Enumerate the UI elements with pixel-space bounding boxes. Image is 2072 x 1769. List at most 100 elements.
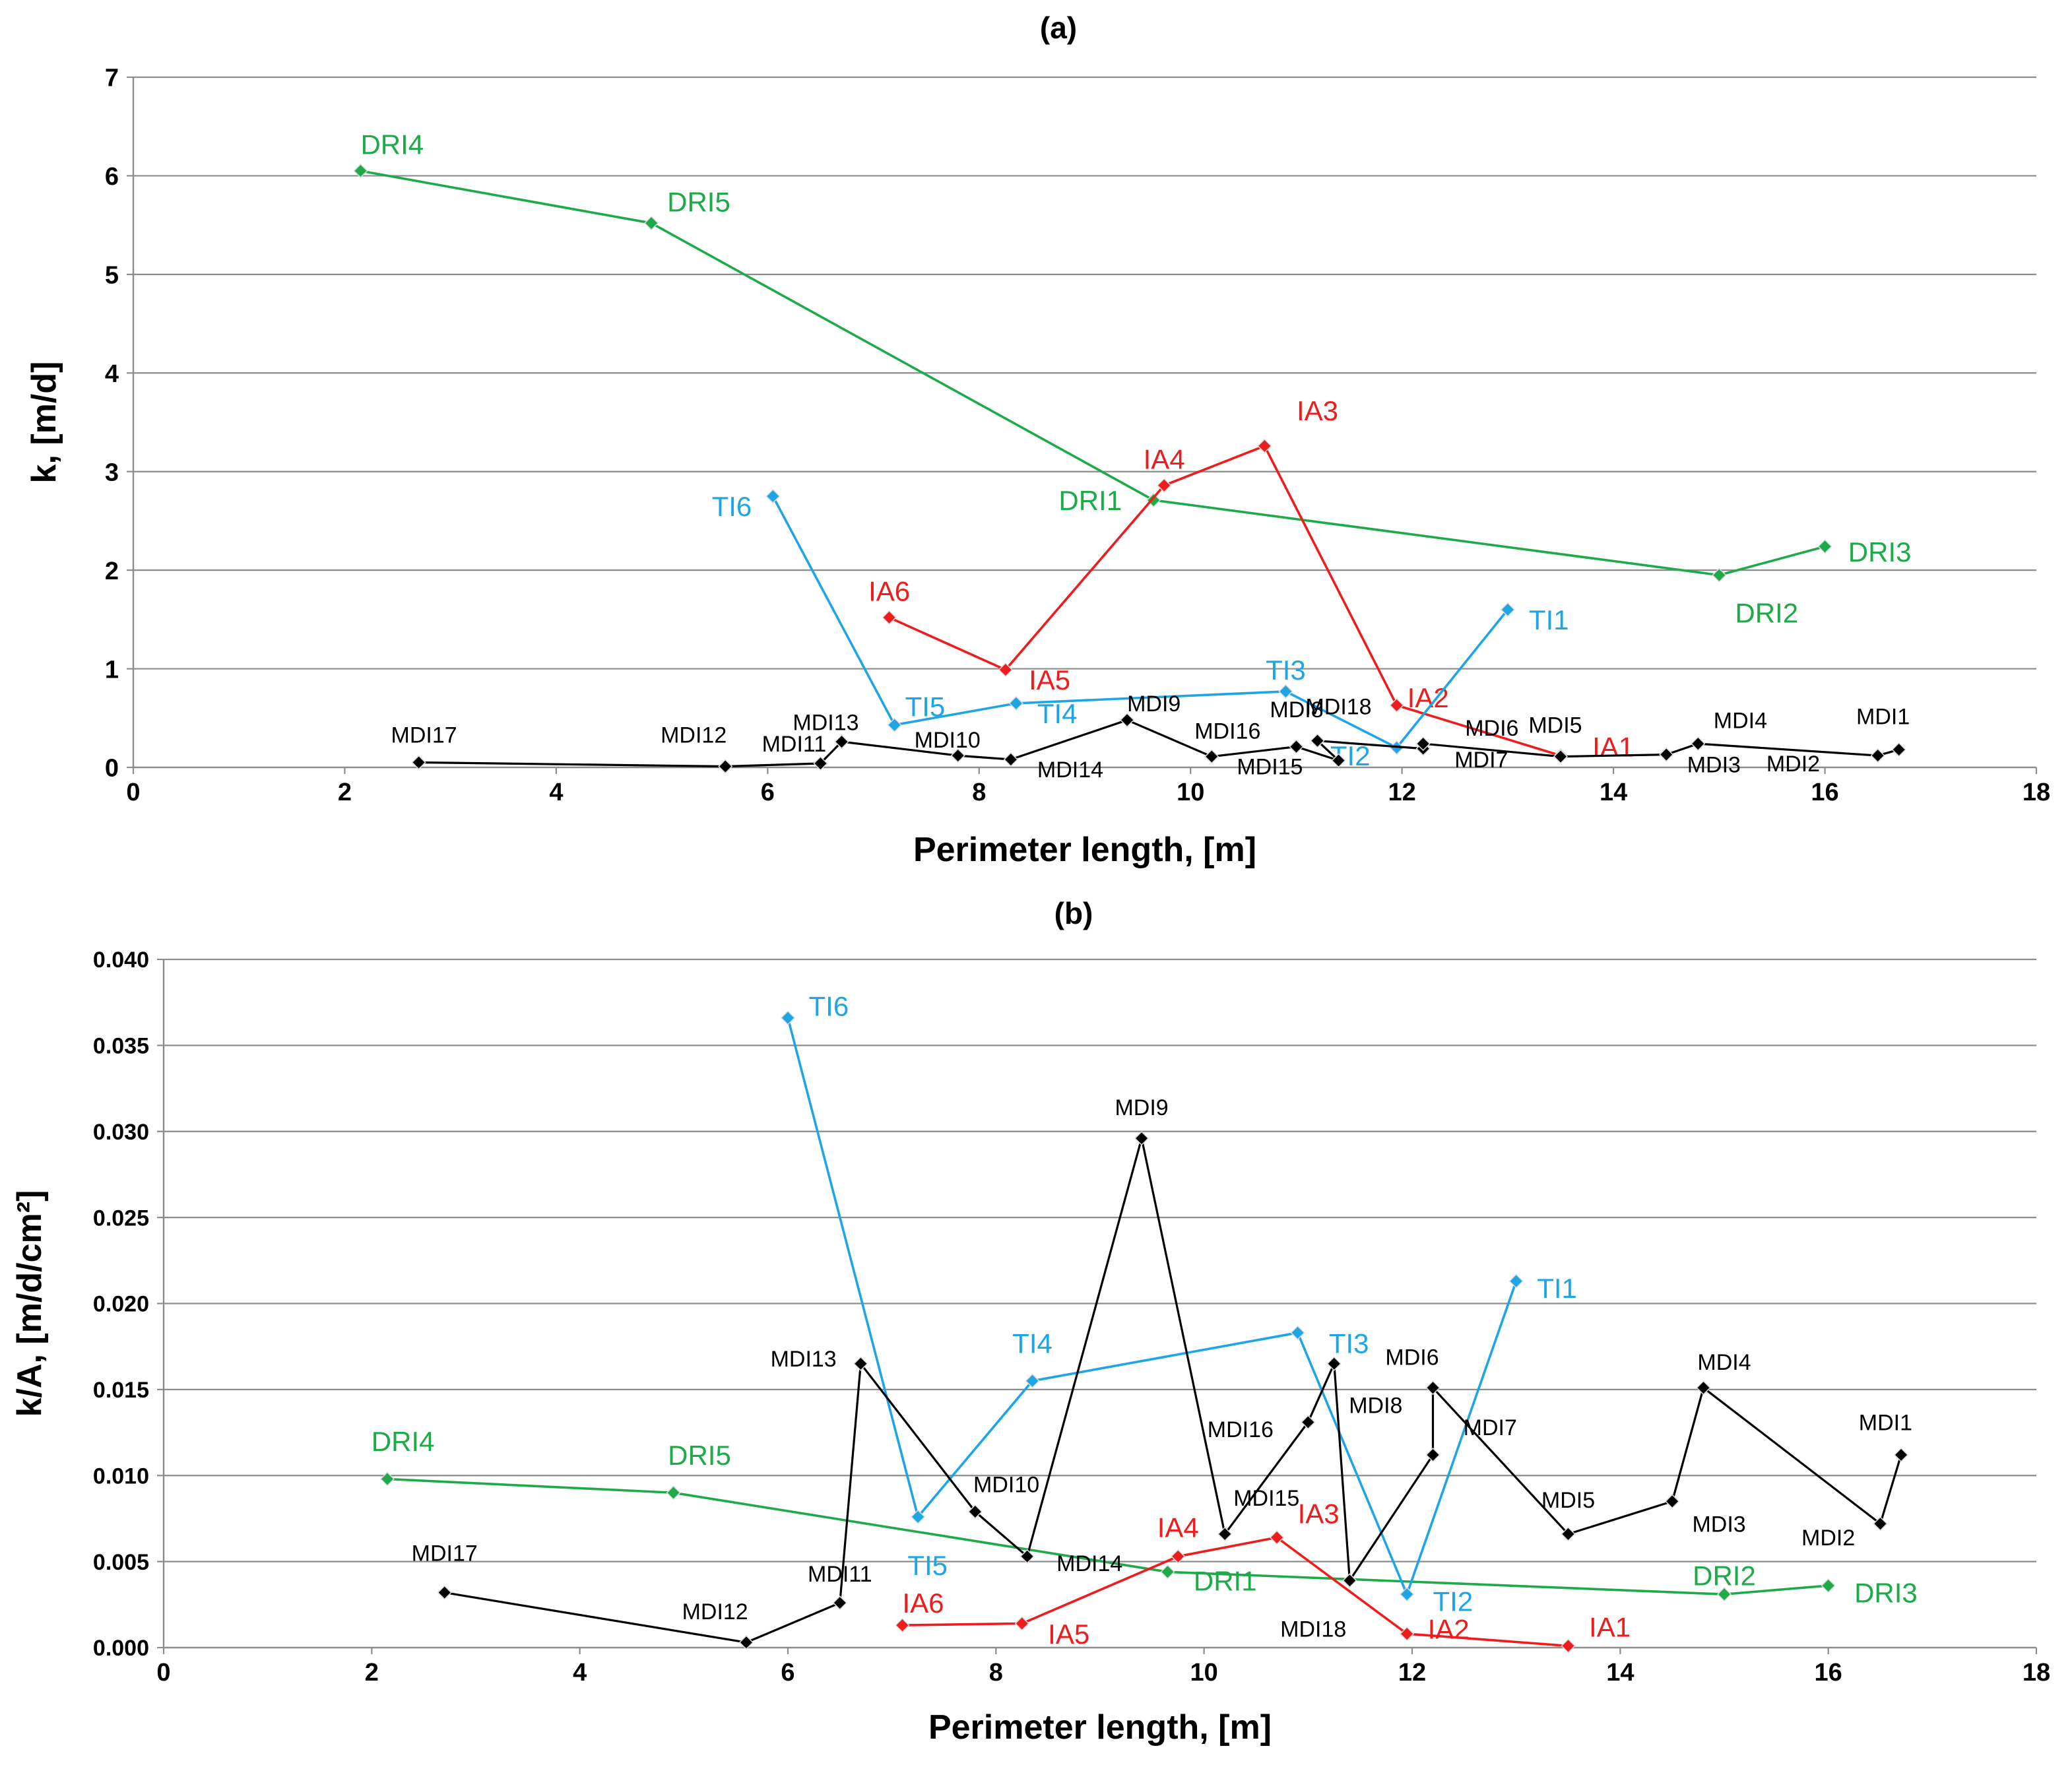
marker-mdi13-b	[853, 1356, 868, 1371]
marker-ia5-b	[1014, 1616, 1029, 1631]
series-line-mdi-b	[444, 1137, 1902, 1644]
point-label-ia6-a: IA6	[868, 576, 910, 607]
point-label-ia3-b: IA3	[1298, 1498, 1340, 1529]
y-tick-label-b-0: 0.000	[93, 1636, 149, 1661]
marker-mdi9-b	[1134, 1131, 1149, 1146]
x-tick-label-b-5: 10	[1190, 1659, 1218, 1687]
point-label-ia5-a: IA5	[1029, 664, 1070, 695]
series-dri-a: DRI4 DRI5 DRI1 DRI2 DRI3	[353, 129, 1912, 628]
point-label-mdi11-b: MDI11	[808, 1562, 872, 1587]
marker-mdi4-b	[1696, 1380, 1711, 1396]
point-label-mdi14-b: MDI14	[1056, 1551, 1122, 1576]
point-label-mdi8-a: MDI8	[1270, 697, 1323, 723]
point-label-mdi5-b: MDI5	[1541, 1488, 1595, 1513]
point-label-mdi12-b: MDI12	[682, 1599, 748, 1624]
marker-mdi13-a	[834, 734, 849, 750]
y-tick-label-a-0: 0	[105, 755, 119, 783]
x-axis-title-b: Perimeter length, [m]	[928, 1708, 1272, 1747]
x-tick-label-a-6: 12	[1388, 779, 1416, 806]
point-label-ia2-b: IA2	[1428, 1613, 1470, 1644]
x-tick-label-a-0: 0	[126, 779, 140, 806]
point-label-mdi4-b: MDI4	[1697, 1350, 1751, 1375]
marker-ia3-a	[1257, 438, 1272, 453]
marker-dri3-a	[1817, 539, 1832, 554]
point-label-mdi13-b: MDI13	[771, 1347, 837, 1372]
x-tick-label-a-1: 2	[338, 779, 352, 806]
x-tick-label-b-9: 18	[2023, 1659, 2050, 1687]
x-tick-label-b-1: 2	[365, 1659, 379, 1687]
point-label-mdi9-b: MDI9	[1115, 1095, 1168, 1120]
marker-mdi4-a	[1691, 736, 1706, 752]
series-line-ti-a	[771, 496, 1509, 749]
y-tick-label-a-6: 6	[105, 163, 119, 191]
point-label-ti6-a: TI6	[712, 491, 752, 522]
point-label-ti3-b: TI3	[1329, 1328, 1369, 1359]
x-tick-label-a-9: 18	[2023, 779, 2050, 806]
y-axis-title-b: k/A, [m/d/cm²]	[11, 1190, 49, 1417]
marker-mdi14-b	[1020, 1549, 1035, 1564]
marker-ia6-b	[895, 1618, 910, 1633]
point-label-dri1-a: DRI1	[1058, 485, 1122, 516]
marker-dri4-b	[379, 1471, 395, 1487]
y-tick-label-a-4: 4	[105, 360, 119, 388]
y-tick-label-b-6: 0.030	[93, 1120, 149, 1145]
y-tick-label-a-1: 1	[105, 656, 119, 684]
marker-mdi11-a	[813, 756, 828, 771]
marker-dri1-b	[1160, 1564, 1175, 1580]
x-tick-label-b-4: 8	[989, 1659, 1003, 1687]
point-label-mdi7-a: MDI7	[1454, 748, 1508, 773]
point-label-dri4-a: DRI4	[360, 129, 424, 160]
marker-mdi15-a	[1331, 753, 1346, 768]
marker-mdi3-b	[1665, 1494, 1680, 1509]
point-label-mdi12-a: MDI12	[661, 723, 727, 748]
x-tick-label-b-0: 0	[156, 1659, 170, 1687]
point-label-dri3-a: DRI3	[1848, 536, 1912, 567]
marker-mdi12-b	[738, 1635, 754, 1650]
point-label-ti4-b: TI4	[1012, 1328, 1052, 1359]
marker-mdi7-b	[1425, 1447, 1441, 1463]
x-tick-label-b-8: 16	[1815, 1659, 1842, 1687]
marker-mdi9-a	[1120, 713, 1135, 728]
point-label-dri5-b: DRI5	[668, 1440, 731, 1471]
point-label-ti5-a: TI5	[905, 691, 946, 722]
marker-mdi14-a	[1003, 752, 1018, 767]
point-label-mdi18-a: MDI18	[1305, 694, 1371, 719]
marker-ti3-a	[1278, 684, 1293, 699]
point-label-mdi10-b: MDI10	[973, 1472, 1039, 1497]
marker-mdi6-b	[1425, 1380, 1441, 1396]
point-label-ti2-b: TI2	[1433, 1586, 1473, 1617]
point-label-ti3-a: TI3	[1266, 655, 1306, 686]
series-ia-b: IA6 IA5 IA4 IA3 IA2 IA1	[895, 1498, 1631, 1654]
marker-mdi17-b	[437, 1585, 452, 1600]
point-label-ti5-b: TI5	[907, 1550, 948, 1581]
marker-mdi18-a	[1310, 733, 1325, 748]
marker-ia4-b	[1171, 1549, 1186, 1564]
marker-ti4-b	[1025, 1373, 1040, 1388]
x-tick-label-b-7: 14	[1606, 1659, 1634, 1687]
marker-ti1-b	[1508, 1273, 1524, 1289]
marker-dri2-a	[1712, 567, 1727, 583]
point-label-ia4-b: IA4	[1157, 1512, 1199, 1543]
point-label-ti4-a: TI4	[1037, 698, 1078, 729]
point-label-mdi3-b: MDI3	[1692, 1512, 1745, 1537]
marker-ti6-b	[780, 1010, 796, 1025]
marker-mdi2-a	[1870, 748, 1885, 763]
series-dri-b: DRI4 DRI5 DRI1 DRI2 DRI3	[372, 1426, 1918, 1608]
chart-title-b: (b)	[1054, 896, 1093, 930]
x-axis-title-a: Perimeter length, [m]	[913, 831, 1256, 869]
marker-mdi16-a	[1204, 749, 1219, 764]
marker-dri5-b	[666, 1485, 681, 1500]
x-tick-label-b-2: 4	[573, 1659, 587, 1687]
marker-ti4-a	[1008, 695, 1023, 711]
point-label-dri2-b: DRI2	[1693, 1560, 1756, 1591]
marker-dri2-b	[1716, 1587, 1732, 1602]
point-label-ti1-a: TI1	[1529, 604, 1569, 635]
marker-mdi2-b	[1873, 1516, 1888, 1531]
marker-mdi17-a	[411, 755, 426, 770]
marker-ti3-b	[1290, 1325, 1305, 1340]
y-tick-label-a-5: 5	[105, 262, 119, 290]
x-tick-label-a-2: 4	[549, 779, 563, 806]
